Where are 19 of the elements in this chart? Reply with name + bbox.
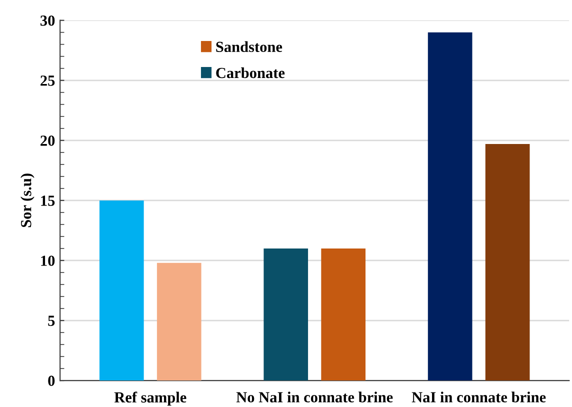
y-tick-label: 20 <box>40 136 55 146</box>
bar <box>485 144 530 381</box>
y-tick-label: 5 <box>48 316 55 326</box>
y-tick-label: 15 <box>41 196 55 206</box>
y-tick-label: 30 <box>40 15 55 26</box>
bar <box>264 248 308 381</box>
bar <box>99 200 144 381</box>
bar <box>156 262 202 381</box>
y-axis-title: Sor (s.u) <box>20 174 34 228</box>
legend-label: Sandstone <box>216 41 282 52</box>
x-tick-label: No NaI in connate brine <box>236 392 393 402</box>
y-tick-label: 0 <box>48 376 55 386</box>
bar <box>428 32 472 381</box>
y-tick-label: 25 <box>40 76 55 86</box>
x-tick-label: Ref sample <box>114 392 186 406</box>
legend-label: Carbonate <box>216 67 285 78</box>
y-tick-label: 10 <box>41 256 55 266</box>
bar <box>321 248 366 381</box>
x-tick-label: NaI in connate brine <box>412 392 546 402</box>
